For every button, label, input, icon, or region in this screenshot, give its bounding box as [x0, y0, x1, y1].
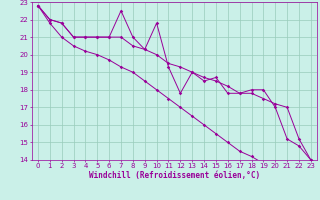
X-axis label: Windchill (Refroidissement éolien,°C): Windchill (Refroidissement éolien,°C) — [89, 171, 260, 180]
